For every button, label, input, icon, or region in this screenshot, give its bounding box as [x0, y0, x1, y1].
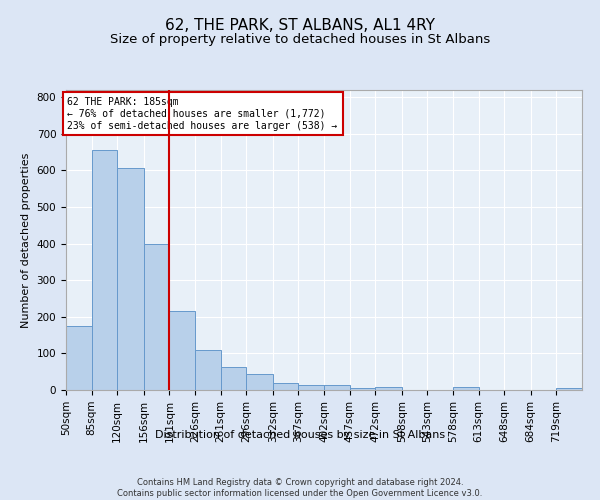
Bar [272, 384, 298, 390]
Bar [350, 388, 376, 390]
Bar [92, 150, 118, 390]
Bar [324, 385, 350, 390]
Y-axis label: Number of detached properties: Number of detached properties [21, 152, 31, 328]
Text: 62 THE PARK: 185sqm
← 76% of detached houses are smaller (1,772)
23% of semi-det: 62 THE PARK: 185sqm ← 76% of detached ho… [67, 98, 338, 130]
Text: Distribution of detached houses by size in St Albans: Distribution of detached houses by size … [155, 430, 445, 440]
Text: Size of property relative to detached houses in St Albans: Size of property relative to detached ho… [110, 32, 490, 46]
Bar [143, 244, 169, 390]
Bar [195, 350, 221, 390]
Bar [453, 387, 479, 390]
Bar [247, 374, 272, 390]
Bar [169, 312, 195, 390]
Bar [298, 384, 324, 390]
Bar [376, 387, 401, 390]
Text: 62, THE PARK, ST ALBANS, AL1 4RY: 62, THE PARK, ST ALBANS, AL1 4RY [165, 18, 435, 32]
Bar [221, 367, 247, 390]
Bar [556, 388, 582, 390]
Text: Contains HM Land Registry data © Crown copyright and database right 2024.
Contai: Contains HM Land Registry data © Crown c… [118, 478, 482, 498]
Bar [118, 168, 143, 390]
Bar [66, 326, 92, 390]
